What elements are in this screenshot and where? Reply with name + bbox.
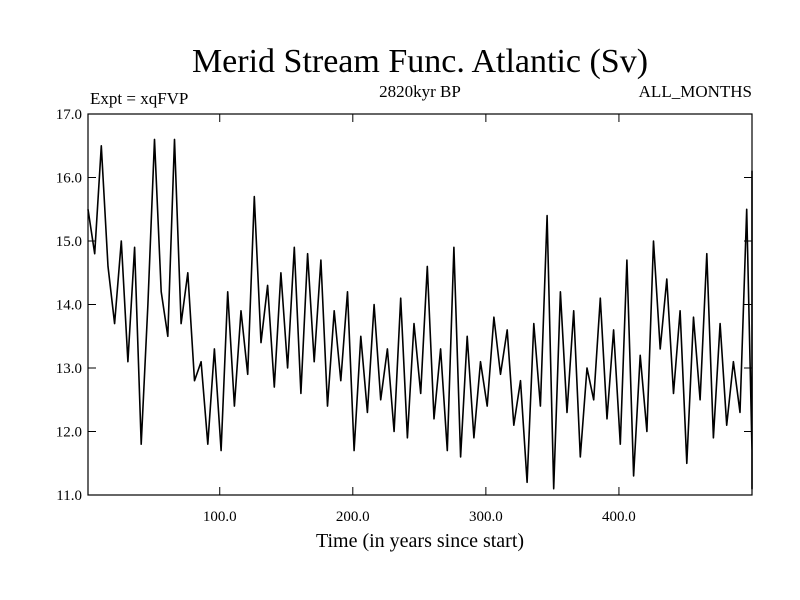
series-line <box>87 138 753 490</box>
x-axis-ticks: 100.0 200.0 300.0 400.0 <box>203 114 636 525</box>
x-tick-label: 200.0 <box>336 509 370 525</box>
y-tick-label: 17.0 <box>56 107 82 123</box>
x-tick-label: 400.0 <box>602 509 636 525</box>
y-tick-label: 13.0 <box>56 361 82 377</box>
plot-frame <box>87 113 753 496</box>
y-tick-label: 15.0 <box>56 234 82 250</box>
y-tick-label: 14.0 <box>56 298 82 314</box>
experiment-label: Expt = xqFVP <box>90 89 188 108</box>
period-label: 2820kyr BP <box>379 82 461 101</box>
x-axis-label: Time (in years since start) <box>316 530 524 552</box>
y-tick-label: 11.0 <box>56 488 82 504</box>
months-label: ALL_MONTHS <box>639 82 752 101</box>
y-axis-ticks: 11.0 12.0 13.0 14.0 15.0 16.0 17.0 <box>56 107 752 504</box>
y-tick-label: 12.0 <box>56 425 82 441</box>
x-tick-label: 100.0 <box>203 509 237 525</box>
chart-title: Merid Stream Func. Atlantic (Sv) <box>192 43 648 80</box>
y-tick-label: 16.0 <box>56 171 82 187</box>
x-tick-label: 300.0 <box>469 509 503 525</box>
